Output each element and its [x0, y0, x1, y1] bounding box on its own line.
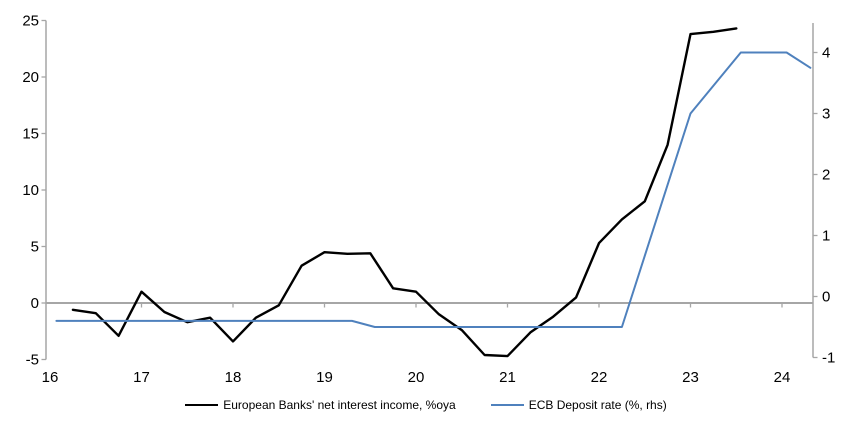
x-axis-label: 17 — [133, 369, 150, 386]
x-axis-label: 22 — [591, 369, 608, 386]
y-axis-left-label: 20 — [22, 69, 39, 86]
ecb-line-swatch — [490, 403, 524, 407]
y-axis-right-label: 3 — [822, 106, 830, 123]
legend-item-ecb: ECB Deposit rate (%, rhs) — [490, 398, 667, 412]
y-axis-left-label: 0 — [31, 295, 39, 312]
x-axis-label: 19 — [316, 369, 333, 386]
x-axis-label: 21 — [499, 369, 516, 386]
x-axis-label: 23 — [682, 369, 699, 386]
y-axis-right-label: 4 — [822, 45, 830, 62]
ecb-line — [55, 51, 812, 328]
x-axis-label: 20 — [408, 369, 425, 386]
x-axis-label: 18 — [225, 369, 242, 386]
ecb-legend-label: ECB Deposit rate (%, rhs) — [528, 398, 667, 412]
nii-line-swatch — [185, 403, 219, 407]
nii-legend-label: European Banks' net interest income, %oy… — [223, 398, 456, 412]
y-axis-left-label: 5 — [31, 239, 39, 256]
x-axis-label: 16 — [42, 369, 59, 386]
y-axis-right-label: 0 — [822, 289, 830, 306]
nii-line — [71, 27, 738, 358]
y-axis-left-label: 25 — [22, 13, 39, 30]
y-axis-left-label: 15 — [22, 126, 39, 143]
chart-legend: European Banks' net interest income, %oy… — [0, 392, 852, 418]
x-axis-label: 24 — [774, 369, 791, 386]
y-axis-left-label: 10 — [22, 182, 39, 199]
y-axis-left-label: -5 — [26, 352, 39, 369]
legend-item-nii: European Banks' net interest income, %oy… — [185, 398, 456, 412]
y-axis-right-label: -1 — [822, 350, 835, 367]
y-axis-right-label: 2 — [822, 167, 830, 184]
y-axis-right-label: 1 — [822, 228, 830, 245]
